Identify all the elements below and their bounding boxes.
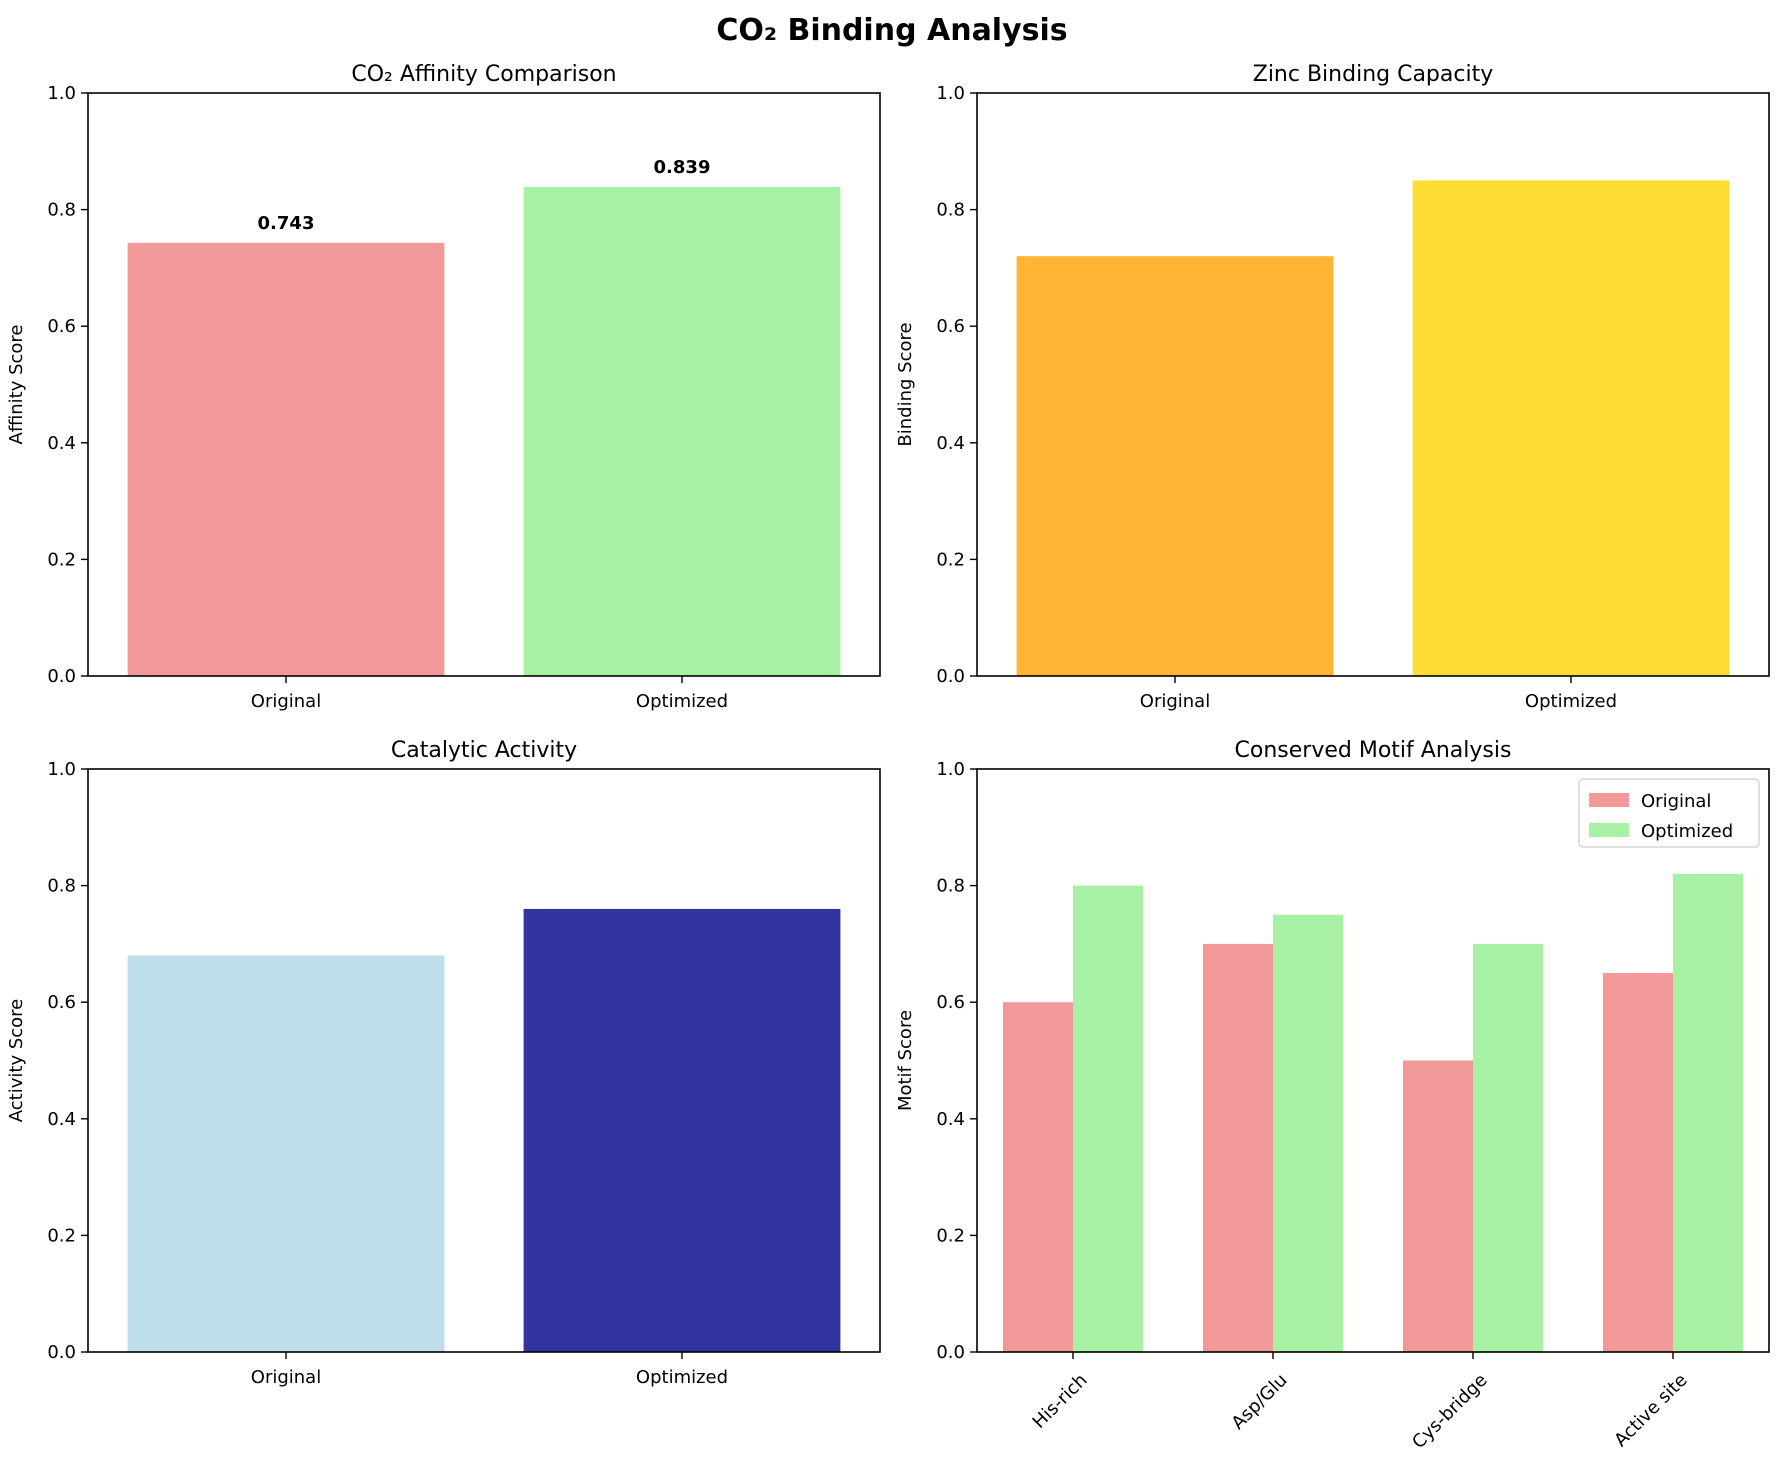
- x-tick-label: Asp/Glu: [1228, 1370, 1292, 1434]
- legend-swatch-optimized: [1589, 823, 1629, 837]
- y-axis-label: Affinity Score: [6, 325, 27, 445]
- y-tick-label: 0.6: [936, 316, 965, 337]
- bar-optimized: [523, 908, 841, 1352]
- x-tick-label: Cys-bridge: [1408, 1370, 1491, 1453]
- y-tick-label: 0.4: [936, 1109, 965, 1130]
- y-tick-label: 0.8: [47, 200, 76, 221]
- y-tick-label: 0.4: [47, 433, 76, 454]
- bar-original-his-rich: [1003, 1002, 1073, 1352]
- bar-optimized: [523, 186, 841, 676]
- y-tick-label: 0.0: [936, 666, 965, 687]
- y-tick-label: 0.6: [47, 316, 76, 337]
- x-tick-label: Optimized: [636, 691, 728, 712]
- affinity-chart: CO₂ Affinity Comparison 0.0 0.2 0.4 0.6 0.8 1.…: [6, 62, 881, 712]
- motif-analysis-chart: Conserved Motif Analysis 0.0 0.2 0.4 0.6 0.8 1…: [895, 738, 1770, 1453]
- axes-frame: [87, 768, 881, 1353]
- data-label: 0.839: [654, 157, 711, 178]
- bar-original-active-site: [1603, 973, 1673, 1352]
- x-tick-label: Original: [251, 691, 321, 712]
- figure-title: CO₂ Binding Analysis: [716, 13, 1067, 48]
- axes-frame: [976, 92, 1770, 677]
- bar-original-asp-glu: [1203, 943, 1273, 1352]
- y-axis-label: Binding Score: [895, 322, 916, 446]
- y-tick-label: 0.0: [936, 1342, 965, 1363]
- data-label: 0.743: [258, 213, 315, 234]
- y-tick-label: 0.2: [47, 549, 76, 570]
- y-tick-label: 1.0: [47, 759, 76, 780]
- y-tick-label: 0.8: [47, 876, 76, 897]
- chart-title: CO₂ Affinity Comparison: [351, 62, 616, 87]
- catalytic-activity-chart: Catalytic Activity 0.0 0.2 0.4 0.6 0.8 1.0 Acti…: [6, 738, 881, 1388]
- bar-original: [127, 242, 445, 676]
- x-tick-label: His-rich: [1029, 1370, 1092, 1433]
- axes-frame: [87, 92, 881, 677]
- y-axis-label: Activity Score: [6, 999, 27, 1122]
- zinc-binding-chart: Zinc Binding Capacity 0.0 0.2 0.4 0.6 0.8 1.0 B…: [895, 62, 1770, 712]
- y-tick-label: 0.0: [47, 666, 76, 687]
- y-tick-label: 0.2: [47, 1225, 76, 1246]
- y-tick-label: 1.0: [936, 759, 965, 780]
- bar-optimized-asp-glu: [1273, 914, 1343, 1352]
- chart-title: Catalytic Activity: [391, 738, 577, 763]
- x-tick-label: Active site: [1610, 1370, 1691, 1451]
- x-tick-label: Original: [251, 1367, 321, 1388]
- y-tick-label: 0.8: [936, 876, 965, 897]
- axes-frame: [976, 768, 1770, 1353]
- y-tick-label: 0.2: [936, 549, 965, 570]
- y-tick-label: 1.0: [936, 83, 965, 104]
- y-tick-label: 0.2: [936, 1225, 965, 1246]
- legend: Original Optimized: [1578, 778, 1760, 848]
- bar-optimized-his-rich: [1073, 885, 1143, 1352]
- y-tick-label: 0.4: [936, 433, 965, 454]
- y-tick-label: 0.4: [47, 1109, 76, 1130]
- bar-original: [1016, 256, 1334, 676]
- legend-label-optimized: Optimized: [1641, 821, 1733, 842]
- chart-title: Zinc Binding Capacity: [1253, 62, 1494, 87]
- x-tick-label: Original: [1140, 691, 1210, 712]
- y-tick-label: 0.6: [936, 992, 965, 1013]
- y-tick-label: 0.6: [47, 992, 76, 1013]
- y-axis-label: Motif Score: [895, 1010, 916, 1111]
- legend-swatch-original: [1589, 793, 1629, 807]
- x-tick-label: Optimized: [636, 1367, 728, 1388]
- bar-optimized: [1412, 180, 1730, 676]
- bar-original: [127, 955, 445, 1352]
- bar-optimized-cys-bridge: [1473, 943, 1543, 1352]
- y-tick-label: 0.0: [47, 1342, 76, 1363]
- chart-title: Conserved Motif Analysis: [1235, 738, 1512, 763]
- y-tick-label: 1.0: [47, 83, 76, 104]
- bar-original-cys-bridge: [1403, 1060, 1473, 1352]
- y-tick-label: 0.8: [936, 200, 965, 221]
- bar-optimized-active-site: [1673, 873, 1743, 1352]
- x-tick-label: Optimized: [1525, 691, 1617, 712]
- legend-label-original: Original: [1641, 791, 1711, 812]
